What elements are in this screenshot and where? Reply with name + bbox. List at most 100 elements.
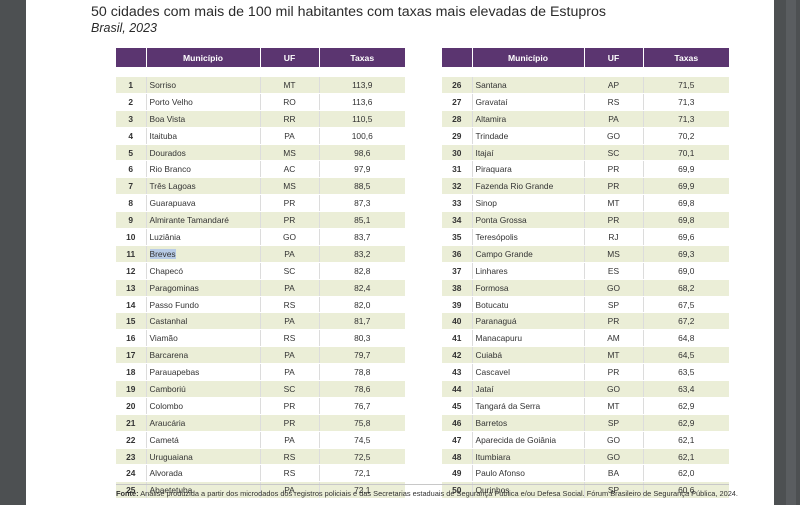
table-row: 2 Porto Velho RO 113,6 — [116, 93, 405, 111]
rank-cell: 23 — [116, 448, 146, 466]
taxa-cell: 70,2 — [642, 127, 729, 145]
uf-cell: PA — [259, 279, 319, 297]
rank-cell: 4 — [116, 127, 146, 145]
municipio-cell: Gravataí — [471, 93, 584, 111]
uf-cell: PA — [259, 245, 319, 263]
uf-cell: MT — [583, 194, 643, 213]
rank-cell: 27 — [442, 93, 472, 111]
municipio-cell: Fazenda Rio Grande — [471, 177, 584, 196]
uf-cell: MS — [259, 144, 319, 162]
taxa-cell: 75,8 — [318, 414, 405, 432]
uf-cell: SC — [259, 380, 319, 398]
municipio-cell: Colombo — [145, 397, 260, 415]
taxa-cell: 78,8 — [318, 363, 405, 382]
taxa-cell: 69,6 — [642, 228, 729, 246]
table-row: 7 Três Lagoas MS 88,5 — [116, 177, 405, 196]
municipio-cell: Barcarena — [145, 346, 260, 365]
rank-cell: 22 — [116, 431, 146, 449]
table-row: 33 Sinop MT 69,8 — [442, 194, 729, 213]
taxa-cell: 69,0 — [642, 262, 729, 280]
municipio-cell: Itumbiara — [471, 448, 584, 466]
taxa-cell: 72,5 — [318, 448, 405, 466]
rank-cell: 30 — [442, 144, 472, 162]
uf-cell: GO — [583, 380, 643, 398]
rank-cell: 5 — [116, 144, 146, 162]
rank-cell: 8 — [116, 194, 146, 213]
header-municipio: Município — [471, 48, 584, 67]
table-row: 21 Araucária PR 75,8 — [116, 414, 405, 432]
taxa-cell: 80,3 — [318, 329, 405, 348]
rank-cell: 50 — [442, 481, 472, 500]
rank-cell: 14 — [116, 296, 146, 314]
uf-cell: GO — [583, 448, 643, 466]
table-row: 31 Piraquara PR 69,9 — [442, 160, 729, 179]
taxa-cell: 83,7 — [318, 228, 405, 246]
table-row: 22 Cametá PA 74,5 — [116, 431, 405, 449]
municipio-cell: Itajaí — [471, 144, 584, 162]
uf-cell: PR — [583, 312, 643, 331]
taxa-cell: 100,6 — [318, 127, 405, 145]
table-row: 16 Viamão RS 80,3 — [116, 329, 405, 348]
rank-cell: 9 — [116, 211, 146, 230]
rank-cell: 25 — [116, 481, 146, 500]
municipio-cell: Alvorada — [145, 464, 260, 483]
municipio-cell: Sinop — [471, 194, 584, 213]
taxa-cell: 82,4 — [318, 279, 405, 297]
rank-cell: 31 — [442, 160, 472, 179]
municipio-cell: Teresópolis — [471, 228, 584, 246]
uf-cell: AP — [583, 76, 643, 94]
rank-cell: 44 — [442, 380, 472, 398]
municipio-cell: Breves — [145, 245, 260, 263]
municipio-cell: Piraquara — [471, 160, 584, 179]
table-row: 32 Fazenda Rio Grande PR 69,9 — [442, 177, 729, 196]
table-row: 30 Itajaí SC 70,1 — [442, 144, 729, 162]
uf-cell: RS — [259, 448, 319, 466]
taxa-cell: 62,1 — [642, 431, 729, 449]
rank-cell: 40 — [442, 312, 472, 331]
municipio-cell: Cascavel — [471, 363, 584, 382]
uf-cell: PR — [583, 363, 643, 382]
municipio-cell: Parauapebas — [145, 363, 260, 382]
header-taxas: Taxas — [318, 48, 405, 67]
table-row: 11 Breves PA 83,2 — [116, 245, 405, 263]
table-row: 41 Manacapuru AM 64,8 — [442, 329, 729, 348]
table-row: 17 Barcarena PA 79,7 — [116, 346, 405, 365]
uf-cell: PR — [259, 211, 319, 230]
taxa-cell: 69,8 — [642, 211, 729, 230]
taxa-cell: 82,8 — [318, 262, 405, 280]
rank-cell: 12 — [116, 262, 146, 280]
uf-cell: PR — [583, 160, 643, 179]
taxa-cell: 98,6 — [318, 144, 405, 162]
table-row: 44 Jataí GO 63,4 — [442, 380, 729, 398]
municipio-cell: Altamira — [471, 110, 584, 128]
rank-cell: 2 — [116, 93, 146, 111]
uf-cell: RS — [259, 329, 319, 348]
municipio-cell: Uruguaiana — [145, 448, 260, 466]
uf-cell: MT — [259, 76, 319, 94]
rank-cell: 16 — [116, 329, 146, 348]
rank-cell: 28 — [442, 110, 472, 128]
uf-cell: PR — [259, 397, 319, 415]
taxa-cell: 67,2 — [642, 312, 729, 331]
taxa-cell: 69,8 — [642, 194, 729, 213]
source-text: Análise produzida a partir dos microdado… — [140, 489, 738, 498]
table-row: 9 Almirante Tamandaré PR 85,1 — [116, 211, 405, 230]
taxa-cell: 62,0 — [642, 464, 729, 483]
municipio-cell: Sorriso — [145, 76, 260, 94]
uf-cell: PA — [259, 346, 319, 365]
text-selection-highlight[interactable]: Breves — [149, 248, 176, 259]
uf-cell: BA — [583, 464, 643, 483]
table-row: 34 Ponta Grossa PR 69,8 — [442, 211, 729, 230]
uf-cell: PA — [259, 363, 319, 382]
rank-cell: 42 — [442, 346, 472, 365]
uf-cell: PA — [259, 312, 319, 331]
uf-cell: RS — [259, 296, 319, 314]
table-row: 28 Altamira PA 71,3 — [442, 110, 729, 128]
table-row: 14 Passo Fundo RS 82,0 — [116, 296, 405, 314]
table-row: 4 Itaituba PA 100,6 — [116, 127, 405, 145]
municipio-cell: Almirante Tamandaré — [145, 211, 260, 230]
scrollbar[interactable] — [786, 0, 796, 505]
page-subtitle: Brasil, 2023 — [91, 21, 158, 35]
taxa-cell: 113,6 — [318, 93, 405, 111]
uf-cell: AM — [583, 329, 643, 348]
